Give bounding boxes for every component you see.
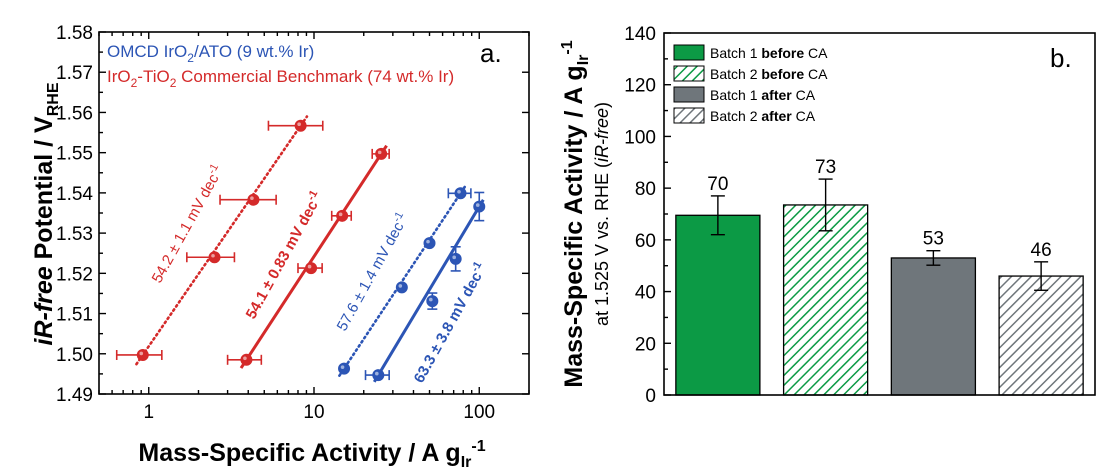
data-point-highlight	[250, 196, 254, 201]
data-point-highlight	[429, 297, 433, 302]
x-axis-title-a: Mass-Specific Activity / A gIr-1	[138, 438, 485, 470]
data-point-red	[208, 251, 221, 264]
y-axis-a: 1.49 1.50 1.51 1.52 1.53 1.54 1.55 1.56 1.57 1.58	[56, 23, 529, 406]
y-tick-label-a: 1.51	[56, 305, 93, 326]
legend-swatch-2	[673, 65, 705, 82]
data-point-red	[294, 119, 307, 132]
data-point-highlight	[377, 150, 382, 155]
panel-a: 1.49 1.50 1.51 1.52 1.53 1.54 1.55 1.56 1.57 1.58…	[30, 23, 530, 471]
y-tick-label-a: 1.54	[56, 184, 93, 205]
data-point-highlight	[340, 365, 345, 369]
data-point-red	[375, 147, 388, 160]
data-point-highlight	[139, 351, 144, 356]
data-point-blue	[473, 200, 486, 213]
y-tick-label-b: 80	[635, 179, 656, 200]
legend-swatch-3	[673, 86, 705, 103]
fit-line-blue-solid	[372, 199, 485, 383]
y-axis-subtitle-b: at 1.525 V vs. RHE (iR-free)	[592, 102, 612, 326]
data-point-highlight	[426, 239, 430, 244]
data-point-red	[336, 209, 349, 222]
bar-1	[675, 214, 761, 396]
panel-b: 70 73 53 46 0 20 40 60 80 100 120 140 Batch 1 befo…	[559, 24, 1096, 407]
error-bars	[710, 178, 1049, 291]
fit-line-red-dotted	[135, 115, 309, 366]
y-tick-label-a: 1.50	[56, 345, 93, 366]
legend-entry-1: Batch 1 before CA	[710, 45, 828, 61]
y-tick-label-a: 1.58	[56, 23, 93, 44]
data-point-highlight	[452, 255, 456, 260]
x-tick-label-a: 100	[463, 402, 495, 423]
y-tick-label-b: 40	[635, 283, 656, 304]
data-point-highlight	[243, 356, 247, 361]
bar-value-label: 73	[815, 157, 836, 178]
y-tick-label-a: 1.53	[56, 224, 93, 245]
fit-lines	[135, 115, 485, 383]
data-point-highlight	[457, 189, 461, 194]
y-tick-label-a: 1.56	[56, 103, 93, 124]
legend-entry-4: Batch 2 after CA	[710, 108, 816, 124]
legend-red: IrO2-TiO2 Commercial Benchmark (74 wt.% …	[107, 67, 454, 90]
data-point-highlight	[307, 264, 312, 269]
y-tick-label-a: 1.52	[56, 264, 93, 285]
bar-value-label: 46	[1031, 240, 1052, 261]
x-tick-label-a: 1	[143, 402, 154, 423]
bar-2	[782, 204, 869, 396]
annotation-red-dotted: 54.2 ± 1.1 mV dec-1	[147, 162, 227, 286]
bar-value-labels: 70 73 53 46	[707, 157, 1051, 261]
y-tick-label-b: 140	[624, 24, 656, 45]
y-tick-label-a: 1.57	[56, 63, 93, 84]
legend-entry-3: Batch 1 after CA	[710, 87, 816, 103]
x-tick-label-a: 10	[303, 402, 324, 423]
data-points	[115, 119, 486, 382]
annotation-blue-solid: 63.3 ± 3.8 mV dec-1	[409, 260, 491, 386]
fit-line-blue-dotted	[338, 184, 467, 377]
legend-swatch-4	[673, 107, 705, 124]
bar-value-label: 53	[923, 229, 944, 250]
y-tick-label-b: 60	[635, 231, 656, 252]
legend-blue: OMCD IrO2/ATO (9 wt.% Ir)	[107, 42, 314, 65]
y-tick-label-a: 1.49	[56, 385, 93, 406]
y-axis-title-b: Mass-Specific Activity / A gIr-1	[559, 40, 592, 387]
y-axis-title-a: iR-free Potential / VRHE	[30, 82, 62, 345]
bar-3	[890, 257, 977, 396]
legend-swatch-1	[673, 44, 705, 61]
data-point-highlight	[338, 212, 343, 217]
data-point-blue	[338, 362, 351, 375]
data-point-blue	[372, 369, 385, 382]
y-tick-label-b: 100	[624, 127, 656, 148]
y-tick-label-a: 1.55	[56, 144, 93, 165]
annotation-blue-dotted: 57.6 ± 1.4 mV dec-1	[332, 210, 412, 334]
data-point-blue	[449, 252, 462, 265]
corner-label-b: b.	[1050, 43, 1072, 73]
fit-line-red-solid	[239, 144, 388, 369]
y-tick-label-b: 120	[624, 76, 656, 97]
data-point-red	[247, 193, 260, 206]
data-point-highlight	[297, 122, 301, 127]
y-tick-label-b: 20	[635, 334, 656, 355]
corner-label-a: a.	[480, 38, 502, 68]
data-point-blue	[454, 187, 467, 200]
bar-4	[998, 275, 1084, 396]
y-tick-label-b: 0	[645, 386, 656, 407]
data-point-highlight	[398, 284, 403, 288]
data-point-blue	[426, 295, 439, 308]
data-point-highlight	[375, 371, 379, 376]
data-point-blue	[395, 281, 408, 294]
y-axis-b: 0 20 40 60 80 100 120 140	[624, 24, 671, 407]
data-point-red	[305, 262, 318, 275]
bar-value-label: 70	[707, 174, 728, 195]
legend-b: Batch 1 before CA Batch 2 before CA Batch …	[673, 44, 828, 124]
data-point-highlight	[211, 253, 215, 258]
x-axis-a: 1 10 100	[98, 32, 530, 423]
data-point-red	[136, 348, 149, 361]
data-point-red	[240, 353, 253, 366]
data-point-highlight	[475, 203, 480, 207]
data-point-blue	[423, 237, 436, 250]
bars	[675, 204, 1084, 396]
legend-entry-2: Batch 2 before CA	[710, 66, 828, 82]
